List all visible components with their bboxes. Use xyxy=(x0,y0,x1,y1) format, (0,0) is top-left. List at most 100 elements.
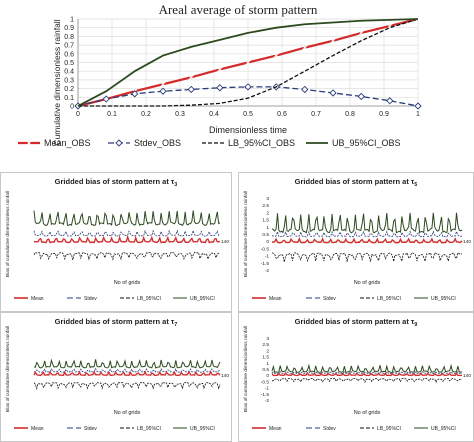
data-point-stdev xyxy=(159,87,167,95)
panel-series-ub xyxy=(33,358,221,369)
data-point-stdev xyxy=(357,92,365,101)
main-title: Areal average of storm pattern xyxy=(159,2,318,17)
panel-legend-label-ub: UB_95%CI xyxy=(431,426,456,432)
y-tick-label: 0.1 xyxy=(64,95,74,102)
panel-legend-label-mean: Mean xyxy=(269,426,282,432)
panel-x-axis-label: No of grids xyxy=(354,410,381,416)
data-point-stdev xyxy=(301,85,309,94)
legend-label-ub: UB_95%CI_OBS xyxy=(332,138,401,148)
y-tick-label: 1 xyxy=(70,17,74,24)
tau-subscript: 9 xyxy=(414,322,417,328)
data-point-stdev xyxy=(131,90,139,98)
panel-chart-2: Gridded bias of storm pattern at τ5 32.52… xyxy=(238,172,474,312)
x-tick-label: 0.7 xyxy=(311,111,321,118)
x-tick-label: 0.8 xyxy=(345,111,355,118)
panel-legend-label-mean: Mean xyxy=(269,296,282,302)
panel-series-stdev xyxy=(33,229,221,237)
panel-series-lb xyxy=(271,377,463,384)
y-tick-label: 0.7 xyxy=(64,43,74,50)
y-tick-label: 0.5 xyxy=(64,60,74,67)
y-tick-label: 0.8 xyxy=(64,34,74,41)
data-point-mean xyxy=(217,67,223,72)
tau-symbol: τ xyxy=(171,317,175,326)
panel-legend-label-lb: LB_95%CI xyxy=(137,296,161,302)
panel-title-text: Gridded bias of storm pattern at xyxy=(55,177,171,186)
tau-subscript: 7 xyxy=(174,322,177,328)
panel-series-mean xyxy=(33,370,221,377)
x-tick-label: 1 xyxy=(416,111,420,118)
panel-frame xyxy=(0,172,232,312)
panel-series-lb xyxy=(33,251,221,261)
panel-y-axis-label: Bias of cumulative dimensionless rainfal… xyxy=(243,191,249,277)
main-legend: Mean_OBS Stdev_OBS LB_95%CI_OBS UB_95%CI_OB… xyxy=(18,138,401,148)
panel-series-ub xyxy=(33,210,221,227)
x-tick-label: 0.6 xyxy=(277,111,287,118)
series-line-lb xyxy=(78,18,419,107)
panel-title-text: Gridded bias of storm pattern at xyxy=(55,317,171,326)
x-tick-label: 0.5 xyxy=(243,111,253,118)
panel-title: Gridded bias of storm pattern at τ9 xyxy=(295,317,418,328)
data-point-stdev xyxy=(414,102,422,110)
panel-title: Gridded bias of storm pattern at τ7 xyxy=(55,317,178,328)
panel-y-tick-label: 2 xyxy=(266,210,269,216)
tau-subscript: 5 xyxy=(414,182,417,188)
panel-x-end-label: 140 xyxy=(221,239,229,245)
panel-legend-label-ub: UB_95%CI xyxy=(190,296,215,302)
panel-y-tick-label: -1 xyxy=(265,254,270,260)
panel-y-tick-label: 3 xyxy=(266,196,269,202)
panel-y-tick-label: -0.5 xyxy=(261,379,270,385)
panel-series-stdev xyxy=(271,230,463,238)
panel-legend-label-stdev: Stdev xyxy=(84,296,97,302)
panel-y-tick-label: 1 xyxy=(266,225,269,231)
panel-y-tick-label: 0 xyxy=(266,373,269,379)
panel-frame xyxy=(0,312,232,442)
panel-legend-label-lb: LB_95%CI xyxy=(137,426,161,432)
legend-marker-mean xyxy=(26,140,32,146)
tau-subscript: 3 xyxy=(174,182,177,188)
panel-y-tick-label: 0 xyxy=(266,239,269,245)
panel-series-ub xyxy=(271,363,463,373)
panel-y-tick-label: -1.5 xyxy=(261,261,270,267)
x-tick-label: 0 xyxy=(76,111,80,118)
x-tick-label: 0.2 xyxy=(141,111,151,118)
panel-y-tick-label: -1.5 xyxy=(261,392,270,398)
x-tick-label: 0.4 xyxy=(209,111,219,118)
data-point-mean xyxy=(302,45,308,51)
panel-y-tick-label: 2.5 xyxy=(262,342,269,348)
y-tick-label: 0.3 xyxy=(64,77,74,84)
panel-y-axis-label: Bias of cumulative dimensionless rainfal… xyxy=(5,191,11,277)
data-point-stdev xyxy=(187,85,195,94)
panel-y-tick-label: 0.5 xyxy=(262,232,269,238)
panel-chart-3: Gridded bias of storm pattern at τ7 Bias … xyxy=(0,312,232,442)
panel-y-tick-label: 0.5 xyxy=(262,367,269,373)
panel-x-axis-label: No of grids xyxy=(354,280,381,286)
data-point-mean xyxy=(358,30,364,36)
legend-label-stdev: Stdev_OBS xyxy=(134,138,181,148)
legend-label-mean: Mean_OBS xyxy=(44,138,91,148)
panel-y-axis-label: Bias of cumulative dimensionless rainfal… xyxy=(5,326,11,412)
x-axis-label: Dimensionless time xyxy=(209,125,287,135)
panel-y-tick-label: -2 xyxy=(265,268,270,274)
tau-symbol: τ xyxy=(411,177,415,186)
x-tick-label: 0.1 xyxy=(107,111,117,118)
x-tick-label: 0.9 xyxy=(379,111,389,118)
panel-legend-label-mean: Mean xyxy=(31,426,44,432)
tau-symbol: τ xyxy=(171,177,175,186)
panel-series-mean xyxy=(271,371,463,377)
panel-chart-4: Gridded bias of storm pattern at τ9 32.52… xyxy=(238,312,474,442)
panel-series-stdev xyxy=(33,367,221,373)
panel-legend-label-mean: Mean xyxy=(31,296,44,302)
panel-x-axis-label: No of grids xyxy=(114,280,141,286)
data-point-stdev xyxy=(244,83,252,91)
y-tick-label: 0.4 xyxy=(64,69,74,76)
y-tick-label: 0.6 xyxy=(64,51,74,58)
y-tick-label: 0.9 xyxy=(64,25,74,32)
data-point-stdev xyxy=(216,84,224,92)
data-point-mean xyxy=(188,74,194,80)
panel-y-tick-label: 1 xyxy=(266,361,269,367)
panel-x-end-label: 140 xyxy=(463,239,471,245)
panel-y-tick-label: 2 xyxy=(266,348,269,354)
y-tick-label: 0 xyxy=(70,104,74,111)
main-chart: Areal average of storm pattern 0 0.1 0.2 0.3… xyxy=(52,2,422,146)
